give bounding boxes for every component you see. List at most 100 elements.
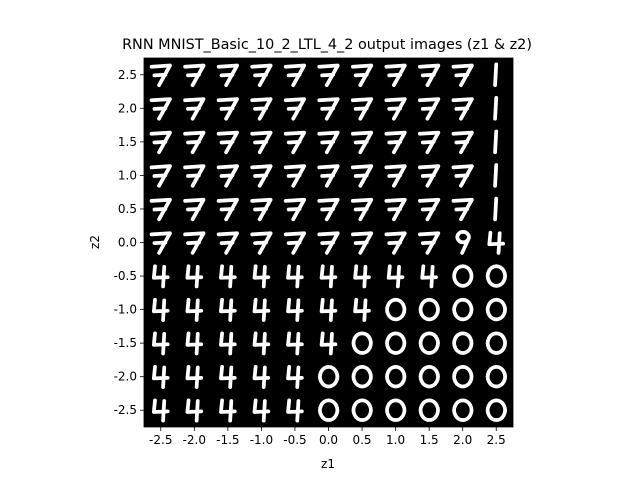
digit-cell [250, 231, 273, 255]
digit-cell [493, 96, 499, 121]
digit-cell [418, 130, 441, 155]
digit-cell [183, 164, 206, 188]
digit-stroke [283, 197, 307, 222]
y-tick-label: 0.0 [118, 236, 137, 250]
digit-cell [353, 264, 371, 289]
digit-cell [219, 364, 237, 389]
digit-stroke [149, 63, 172, 88]
digit-stroke [286, 264, 304, 289]
digit-cell [485, 398, 507, 422]
digit-cell [418, 297, 440, 322]
digit-stroke [252, 331, 271, 356]
digit-stroke [418, 197, 441, 222]
digit-stroke [151, 297, 170, 322]
digit-cell [286, 398, 304, 423]
digit-cell [283, 231, 307, 255]
digit-cell [350, 164, 374, 188]
digit-cell [219, 264, 237, 289]
digit-stroke [319, 297, 338, 322]
digit-stroke [216, 164, 239, 188]
digit-cell [283, 164, 307, 188]
y-tick-label: 1.5 [118, 135, 137, 149]
digit-stroke [351, 331, 373, 355]
digit-cell [151, 331, 170, 356]
digit-stroke [283, 97, 307, 121]
digit-cell [384, 63, 407, 88]
digit-cell [485, 364, 507, 389]
digit-cell [451, 130, 474, 155]
digit-stroke [493, 163, 499, 188]
digit-stroke [250, 231, 273, 255]
digit-stroke [219, 331, 237, 356]
x-axis-ticks: -2.5 -2.0 -1.5 -1.0 -0.5 0.0 0.5 1.0 1.5 2.0 2.5 [149, 427, 506, 447]
digit-cell [149, 63, 172, 88]
digit-stroke [351, 364, 373, 389]
digit-cell [451, 197, 474, 222]
digit-stroke [185, 331, 204, 356]
y-tick-label: 2.0 [118, 101, 137, 115]
digit-cell [493, 129, 499, 155]
x-tick-label: -0.5 [283, 433, 306, 447]
digit-stroke [216, 130, 239, 155]
digit-stroke [485, 398, 507, 422]
digit-stroke [286, 331, 304, 356]
digit-stroke [451, 130, 474, 155]
digit-stroke [350, 63, 374, 88]
digit-cell [250, 130, 273, 155]
digit-cell [384, 164, 407, 188]
digit-stroke [151, 364, 170, 389]
digit-cell [250, 197, 273, 222]
digit-stroke [216, 97, 239, 121]
digit-cell [185, 297, 204, 322]
digit-stroke [353, 264, 371, 289]
chart-title: RNN MNIST_Basic_10_2_LTL_4_2 output imag… [122, 37, 532, 53]
digit-stroke [219, 297, 237, 322]
digit-cell [317, 164, 340, 188]
digit-stroke [317, 130, 340, 155]
digit-stroke [451, 97, 474, 121]
digit-stroke [350, 197, 374, 222]
digit-cell [418, 231, 441, 255]
digit-cell [151, 364, 170, 389]
digit-stroke [149, 164, 172, 188]
digit-cell [385, 364, 407, 389]
digit-cell [384, 197, 407, 222]
digit-stroke [183, 63, 206, 88]
digit-cell [418, 364, 440, 389]
digit-cell [183, 130, 206, 155]
y-tick-label: -2.0 [114, 370, 137, 384]
digit-cell [350, 197, 374, 222]
digit-cell [418, 97, 441, 121]
digit-stroke [452, 264, 474, 288]
digit-cell [350, 63, 374, 88]
digit-cell [418, 331, 440, 355]
digit-stroke [216, 63, 239, 88]
digit-cell [452, 264, 474, 288]
digit-stroke [283, 130, 307, 155]
digit-cell [385, 331, 407, 355]
digit-cell [317, 63, 340, 88]
y-tick-label: -1.5 [114, 336, 137, 350]
digit-cell [250, 63, 273, 88]
digit-cell [452, 297, 474, 322]
digit-stroke [418, 398, 440, 422]
x-tick-label: 0.0 [319, 433, 338, 447]
digit-stroke [219, 364, 237, 389]
digit-stroke [485, 331, 507, 355]
digit-stroke [185, 297, 204, 322]
digit-stroke [485, 264, 507, 288]
digit-cell [183, 197, 206, 222]
digit-stroke [452, 297, 474, 322]
digit-stroke [452, 398, 474, 422]
digit-stroke [452, 331, 474, 355]
digit-cell [149, 164, 172, 188]
digit-cell [452, 364, 474, 389]
digit-cell [250, 164, 273, 188]
digit-cell [283, 63, 307, 88]
digit-grid [149, 62, 507, 423]
x-tick-label: -1.0 [250, 433, 273, 447]
digit-stroke [487, 230, 506, 255]
digit-stroke [384, 97, 407, 121]
digit-cell [183, 231, 206, 255]
digit-stroke [252, 264, 271, 289]
